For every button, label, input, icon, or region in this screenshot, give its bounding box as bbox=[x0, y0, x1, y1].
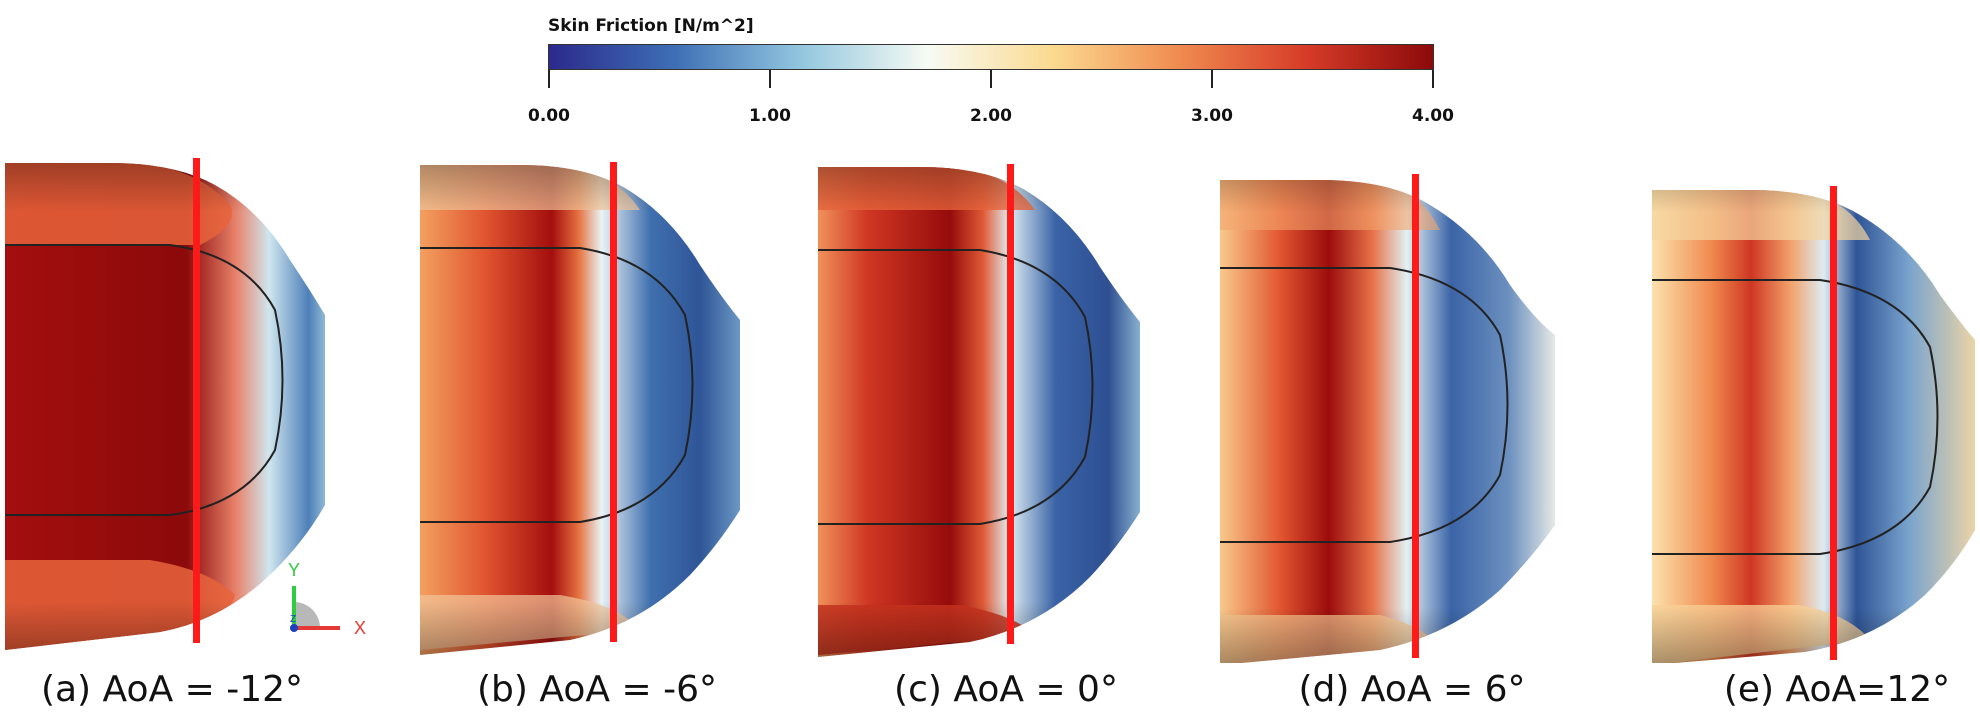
colorbar-tick bbox=[990, 70, 992, 88]
x-axis-label: X bbox=[354, 618, 366, 638]
panel-c-slice-line bbox=[1007, 164, 1014, 644]
z-axis-label: Z bbox=[290, 614, 296, 625]
colorbar-title: Skin Friction [N/m^2] bbox=[548, 16, 754, 36]
colorbar-tick-label: 1.00 bbox=[749, 106, 791, 126]
panel-d-caption: (d) AoA = 6° bbox=[1298, 669, 1526, 710]
axes-triad: Y X Z bbox=[280, 552, 370, 642]
panel-e-slice-line bbox=[1830, 186, 1837, 660]
skin-friction-panels bbox=[0, 150, 1980, 663]
panel-e-caption: (e) AoA=12° bbox=[1723, 669, 1951, 710]
colorbar-tick bbox=[548, 70, 550, 88]
colorbar-tick bbox=[1432, 70, 1434, 88]
colorbar-legend: Skin Friction [N/m^2] 0.00 1.00 2.00 3.0… bbox=[0, 0, 1980, 150]
panel-a-slice-line bbox=[193, 158, 200, 643]
colorbar-tick bbox=[769, 70, 771, 88]
colorbar-tick bbox=[1211, 70, 1213, 88]
panel-b-slice-line bbox=[610, 162, 617, 642]
panel-c-caption: (c) AoA = 0° bbox=[894, 669, 1118, 710]
panel-a-surface bbox=[5, 163, 325, 650]
colorbar-gradient bbox=[548, 44, 1434, 70]
panel-c-surface bbox=[818, 167, 1140, 657]
colorbar-tick-label: 4.00 bbox=[1412, 106, 1454, 126]
panel-d-surface bbox=[1220, 180, 1555, 663]
panel-e-surface bbox=[1652, 190, 1975, 663]
panel-a-caption: (a) AoA = -12° bbox=[40, 669, 304, 710]
panel-d-slice-line bbox=[1412, 174, 1419, 658]
colorbar-tick-label: 3.00 bbox=[1191, 106, 1233, 126]
y-axis-label: Y bbox=[288, 560, 300, 580]
colorbar-tick-label: 0.00 bbox=[528, 106, 570, 126]
colorbar-tick-label: 2.00 bbox=[970, 106, 1012, 126]
panel-b-caption: (b) AoA = -6° bbox=[477, 669, 717, 710]
panel-b-surface bbox=[420, 165, 740, 655]
